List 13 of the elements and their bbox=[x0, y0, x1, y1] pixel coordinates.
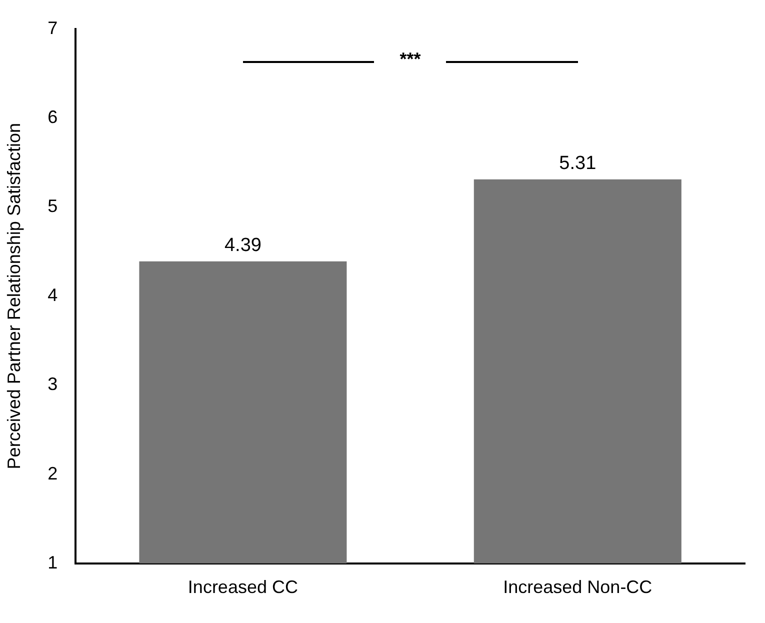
y-tick-label: 6 bbox=[48, 106, 58, 127]
y-tick-label: 7 bbox=[48, 18, 58, 38]
data-label: 4.39 bbox=[224, 235, 262, 256]
y-tick-label: 2 bbox=[48, 463, 58, 484]
y-tick-label: 4 bbox=[48, 285, 58, 306]
x-tick-label: Increased Non-CC bbox=[503, 577, 652, 598]
y-axis-title: Perceived Partner Relationship Satisfaction bbox=[4, 123, 24, 470]
y-tick-label: 5 bbox=[48, 196, 58, 216]
annotation: *** bbox=[398, 48, 422, 70]
x-tick-label: Increased CC bbox=[188, 577, 298, 598]
y-tick-label: 3 bbox=[48, 374, 58, 394]
data-label: 5.31 bbox=[559, 153, 596, 174]
y-tick-label: 1 bbox=[48, 552, 58, 572]
